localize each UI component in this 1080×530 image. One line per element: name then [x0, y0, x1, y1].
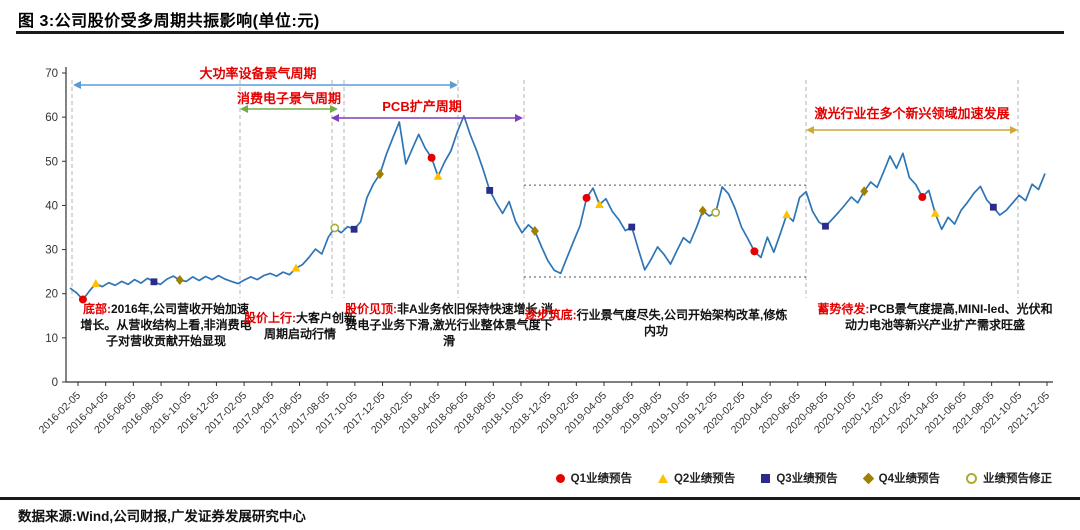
- marker-q2-icon: [91, 278, 101, 287]
- marker-q4-icon: [530, 226, 539, 237]
- y-tick-label: 60: [45, 112, 58, 124]
- marker-q2-icon: [595, 199, 604, 208]
- arrow-head-right-icon: [1010, 126, 1018, 134]
- y-tick-label: 0: [52, 377, 58, 389]
- marker-q3-icon: [486, 187, 494, 194]
- revision-marker-icon: [966, 472, 977, 484]
- arrow-head-left-icon: [240, 105, 248, 113]
- legend-item-q4: Q4业绩预告: [862, 470, 940, 486]
- legend-label: Q1业绩预告: [570, 473, 632, 485]
- figure-title: 图 3:公司股价受多周期共振影响(单位:元): [18, 13, 320, 30]
- marker-q2-icon: [291, 263, 301, 272]
- annotation-lead: 股价上行:: [243, 311, 296, 325]
- cycle-arrow-label: 激光行业在多个新兴领域加速发展: [814, 106, 1010, 121]
- marker-q3-icon: [628, 223, 636, 231]
- legend-item-q2: Q2业绩预告: [657, 470, 736, 486]
- marker-q4-icon: [375, 169, 384, 180]
- marker-q1-icon: [427, 153, 436, 162]
- data-source: 数据来源:Wind,公司财报,广发证券发展研究中心: [18, 509, 306, 524]
- chart-annotation: 蓄势待发:PCB景气度提高,MINI-led、光伏和动力电池等新兴产业扩产需求旺…: [812, 302, 1058, 334]
- cycle-arrow-label: 大功率设备景气周期: [199, 66, 316, 81]
- y-tick-label: 70: [45, 68, 58, 80]
- cycle-arrow-label: PCB扩产周期: [382, 99, 461, 114]
- legend-item-q1: Q1业绩预告: [555, 470, 632, 486]
- marker-q2-icon: [433, 171, 443, 180]
- marker-q1-icon: [582, 193, 591, 202]
- legend-label: Q4业绩预告: [878, 473, 940, 485]
- y-tick-label: 50: [45, 156, 58, 168]
- y-tick-label: 40: [45, 200, 58, 212]
- annotation-text: 大客户创新周期启动行情: [263, 311, 356, 341]
- annotation-lead: 蓄势待发:: [817, 302, 870, 316]
- stock-price-chart: 0 10 20 30 40 50 60 70 2016-02-05 2016-04-05 2016-…: [0, 40, 1080, 470]
- annotation-lead: 逐步筑底:: [524, 308, 577, 322]
- y-tick-label: 10: [45, 333, 58, 345]
- marker-q3-icon: [989, 203, 997, 211]
- marker-q1-icon: [750, 247, 759, 256]
- legend-label: Q2业绩预告: [673, 473, 736, 485]
- legend-item-revision: 业绩预告修正: [966, 470, 1052, 486]
- arrow-head-left-icon: [806, 126, 814, 134]
- marker-q4-icon: [698, 205, 707, 216]
- chart-canvas: 0102030405060702016-02-052016-04-052016-…: [37, 66, 1053, 436]
- y-tick-label: 20: [45, 289, 58, 301]
- annotation-text: 非A业务依旧保持快速增长,消费电子业务下滑,激光行业整体景气度下滑: [345, 302, 553, 348]
- marker-revision-icon: [711, 208, 721, 217]
- y-tick-label: 30: [45, 245, 58, 257]
- marker-q2-icon: [930, 208, 940, 217]
- chart-annotation: 股价上行:大客户创新周期启动行情: [242, 311, 358, 343]
- chart-annotation: 股价见顶:非A业务依旧保持快速增长,消费电子业务下滑,激光行业整体景气度下滑: [340, 302, 558, 349]
- footer-divider: [0, 497, 1080, 500]
- marker-q4-icon: [175, 275, 184, 286]
- chart-annotation: 底部:2016年,公司营收开始加速增长。从营收结构上看,非消费电子对营收贡献开始…: [80, 302, 252, 349]
- annotation-lead: 底部:: [82, 302, 111, 316]
- chart-annotation: 逐步筑底:行业景气度尽失,公司开始架构改革,修炼内功: [522, 308, 790, 340]
- arrow-head-left-icon: [331, 114, 339, 122]
- marker-q1-icon: [918, 193, 927, 202]
- marker-q4-icon: [860, 186, 869, 197]
- q4-marker-icon: [862, 472, 874, 484]
- marker-q2-icon: [782, 210, 792, 219]
- cycle-arrow-label: 消费电子景气周期: [237, 91, 341, 106]
- annotation-text: PCB景气度提高,MINI-led、光伏和动力电池等新兴产业扩产需求旺盛: [844, 302, 1053, 332]
- arrow-head-right-icon: [330, 105, 338, 113]
- marker-q3-icon: [822, 222, 829, 230]
- legend-item-q3: Q3业绩预告: [761, 470, 838, 486]
- marker-q1-icon: [78, 295, 87, 304]
- price-line: [69, 114, 1046, 301]
- q2-marker-icon: [657, 473, 668, 483]
- annotation-text: 2016年,公司营收开始加速增长。从营收结构上看,非消费电子对营收贡献开始显现: [80, 302, 252, 348]
- annotation-text: 行业景气度尽失,公司开始架构改革,修炼内功: [576, 308, 788, 338]
- arrow-head-left-icon: [73, 81, 81, 89]
- title-divider: [16, 31, 1064, 34]
- marker-revision-icon: [330, 223, 340, 233]
- marker-q3-icon: [350, 225, 358, 233]
- q1-marker-icon: [555, 473, 565, 483]
- chart-legend: Q1业绩预告 Q2业绩预告 Q3业绩预告 Q4业绩预告 业绩预告修正: [555, 470, 1052, 486]
- legend-label: 业绩预告修正: [983, 473, 1052, 485]
- legend-label: Q3业绩预告: [776, 473, 838, 485]
- arrow-head-right-icon: [515, 114, 523, 122]
- q3-marker-icon: [761, 473, 771, 483]
- arrow-head-right-icon: [450, 81, 458, 89]
- marker-q3-icon: [150, 278, 158, 286]
- annotation-lead: 股价见顶:: [344, 302, 397, 316]
